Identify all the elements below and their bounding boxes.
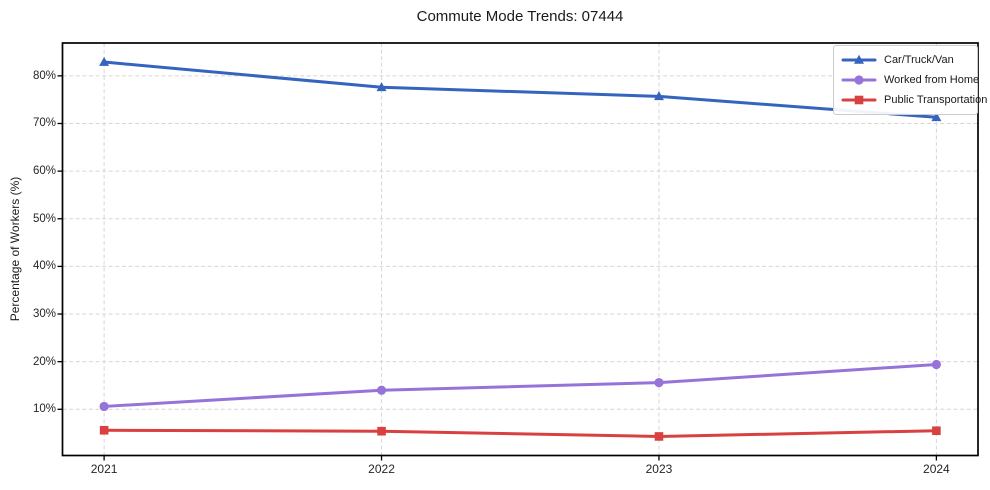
legend-item: Car/Truck/Van	[841, 50, 970, 70]
legend-line-marker-icon	[841, 75, 877, 85]
legend-marker	[854, 95, 864, 105]
legend: Car/Truck/Van Worked from Home Public Tr…	[833, 45, 987, 115]
data-point-worked-from-home	[931, 359, 941, 370]
data-point-worked-from-home	[654, 378, 664, 388]
series-line-car-truck-van	[102, 60, 938, 119]
y-tick-label: 70%	[32, 117, 56, 130]
data-point-public-transportation	[377, 426, 386, 436]
series-line-public-transportation	[102, 428, 938, 438]
data-point-worked-from-home	[99, 401, 109, 412]
y-tick-label: 30%	[32, 308, 56, 321]
legend-item: Public Transportation	[841, 90, 987, 110]
y-tick-label: 40%	[32, 260, 56, 273]
legend-marker	[854, 75, 864, 85]
legend-line-marker-icon	[841, 54, 877, 64]
chart-title: Commute Mode Trends: 07444	[416, 8, 624, 25]
legend-line-marker-icon	[841, 95, 877, 105]
y-tick-label: 50%	[32, 212, 56, 225]
y-tick-label: 80%	[32, 69, 56, 82]
series-line-worked-from-home	[102, 363, 938, 408]
x-tick-label: 2021	[90, 462, 118, 476]
x-tick-label: 2024	[923, 462, 950, 476]
y-tick-label: 20%	[32, 355, 56, 368]
data-point-car-truck-van	[376, 82, 387, 92]
y-tick-label: 60%	[32, 165, 56, 178]
y-tick-label: 10%	[32, 403, 56, 416]
data-point-car-truck-van	[99, 56, 110, 66]
x-tick-label: 2022	[368, 462, 395, 476]
legend-item: Worked from Home	[841, 70, 979, 90]
data-point-car-truck-van	[931, 112, 942, 122]
legend-label: Worked from Home	[884, 74, 980, 86]
data-point-public-transportation	[932, 426, 941, 436]
plot-border	[61, 42, 979, 457]
legend-marker	[854, 54, 864, 64]
legend-label: Car/Truck/Van	[884, 54, 954, 66]
legend-label: Public Transportation	[884, 94, 988, 106]
data-point-public-transportation	[99, 425, 109, 435]
data-point-public-transportation	[654, 432, 664, 441]
x-tick-label: 2023	[645, 462, 673, 476]
data-point-worked-from-home	[376, 385, 387, 395]
data-point-car-truck-van	[653, 91, 664, 101]
